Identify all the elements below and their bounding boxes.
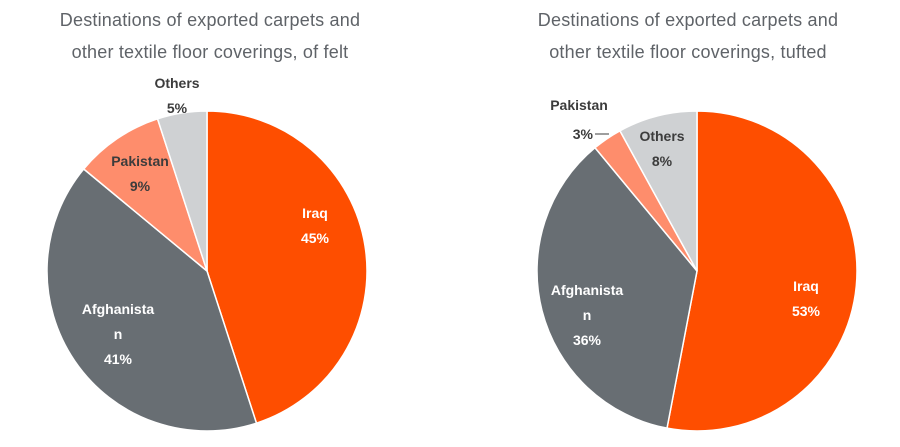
chart-title-line-2: other textile floor coverings, of felt [71, 42, 349, 62]
slice-percent-afghanistan: 36% [573, 332, 602, 348]
slice-percent-iraq: 53% [792, 303, 821, 319]
chart-title-line-1: Destinations of exported carpets and [59, 10, 361, 30]
slice-label-pakistan: Pakistan [550, 97, 608, 113]
slice-percent-pakistan: 9% [130, 178, 151, 194]
slice-label-others: Others [639, 128, 684, 144]
slice-percent-pakistan: 3% [573, 126, 594, 142]
pie-svg-tufted: Iraq 53% Afghanista n 36% Pakistan 3% Others 8% [536, 97, 858, 432]
pie-slice-others [156, 110, 208, 272]
pie-slice-others [618, 110, 698, 272]
pie-slice-iraq [666, 110, 858, 432]
pie-slice-pakistan [82, 117, 209, 274]
slice-label-afghanistan: n [583, 307, 592, 323]
slice-percent-iraq: 45% [301, 230, 330, 246]
slice-label-others: Others [154, 75, 199, 91]
slice-label-iraq: Iraq [302, 205, 328, 221]
pie-svg-felt: Iraq 45% Afghanista n 41% Pakistan 9% Others 5% [46, 75, 368, 432]
pie-slice-iraq [206, 110, 368, 425]
slice-percent-others: 5% [167, 100, 188, 116]
chart-title-line-2: other textile floor coverings, tufted [549, 42, 827, 62]
slice-percent-others: 8% [652, 153, 673, 169]
pie-slice-afghanistan [536, 146, 698, 430]
slice-label-afghanistan: n [114, 326, 123, 342]
slice-label-afghanistan: Afghanista [551, 282, 624, 298]
slice-percent-afghanistan: 41% [104, 351, 133, 367]
pie-slice-afghanistan [46, 167, 258, 432]
slice-label-afghanistan: Afghanista [82, 301, 155, 317]
chart-title-line-1: Destinations of exported carpets and [537, 10, 839, 30]
slice-label-pakistan: Pakistan [111, 153, 169, 169]
pie-chart-felt: Destinations of exported carpets and oth… [0, 0, 420, 447]
pie-chart-tufted: Destinations of exported carpets and oth… [476, 0, 900, 447]
slice-label-iraq: Iraq [793, 278, 819, 294]
